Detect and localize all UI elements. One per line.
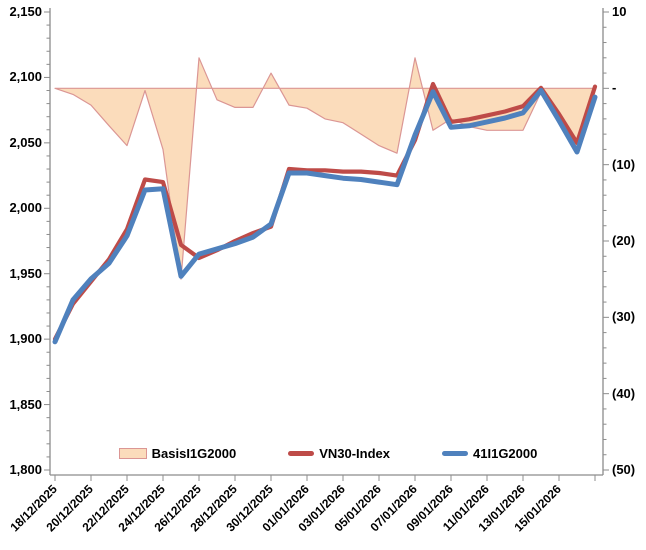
legend-label-futures: 41I1G2000: [473, 445, 538, 461]
right-axis-tick-label: (40): [612, 385, 636, 401]
futures-line-swatch: [442, 450, 469, 456]
right-axis-tick-label: (10): [612, 156, 636, 172]
left-axis-tick-label: 2,000: [9, 200, 42, 216]
left-axis-tick-label: 2,150: [9, 4, 42, 19]
chart-legend: BasisI1G2000 VN30-Index 41I1G2000: [50, 442, 606, 464]
right-axis-tick-label: (20): [612, 233, 636, 248]
left-axis-tick-label: 1,800: [9, 462, 42, 477]
left-axis-tick-label: 1,900: [9, 331, 42, 347]
right-axis-tick-label: (50): [612, 462, 636, 477]
left-axis-tick-label: 2,100: [9, 69, 42, 85]
right-axis-tick-label: (30): [612, 309, 636, 325]
legend-item-vn30: VN30-Index: [288, 446, 390, 461]
legend-item-basis: BasisI1G2000: [118, 445, 237, 461]
right-axis-tick-label: -: [612, 80, 617, 96]
basis-area-swatch: [118, 447, 147, 459]
legend-item-futures: 41I1G2000: [442, 446, 537, 461]
left-axis-tick-label: 2,050: [9, 134, 42, 150]
legend-label-vn30: VN30-Index: [319, 445, 391, 461]
vn30-line-swatch: [288, 450, 315, 456]
left-axis-tick-label: 1,850: [9, 396, 42, 412]
vn30-line-series: [52, 81, 598, 342]
legend-label-basis: BasisI1G2000: [151, 445, 237, 461]
left-axis-tick-label: 1,950: [9, 265, 42, 281]
right-axis-tick-label: 10: [612, 4, 627, 19]
futures-line-series: [52, 88, 598, 345]
basis-area-series: [54, 57, 596, 280]
